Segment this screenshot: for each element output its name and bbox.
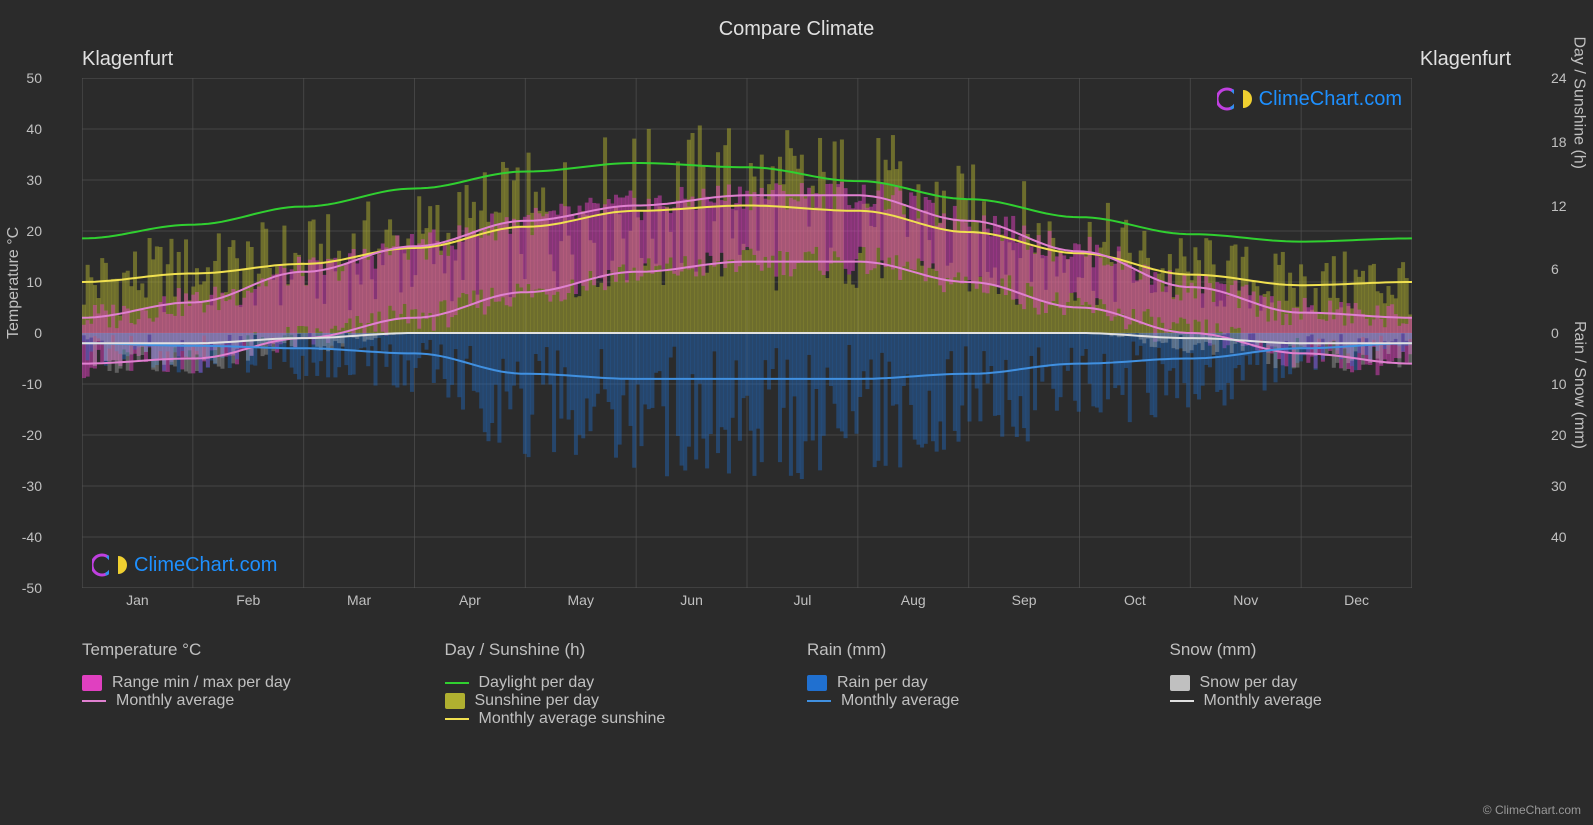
legend-label: Monthly average — [116, 692, 234, 710]
legend: Temperature °C Range min / max per dayMo… — [82, 640, 1512, 728]
chart-svg — [82, 78, 1412, 588]
watermark-bottom: ClimeChart.com — [92, 552, 277, 578]
y-tick-right: 20 — [1551, 427, 1567, 443]
legend-item: Daylight per day — [445, 674, 788, 692]
legend-line-icon — [807, 700, 831, 702]
x-tick: Jul — [793, 592, 811, 608]
y-tick-right: 6 — [1551, 261, 1559, 277]
legend-item: Monthly average — [1170, 692, 1513, 710]
legend-swatch-icon — [1170, 675, 1190, 691]
y-tick-left: -40 — [22, 529, 42, 545]
y-tick-right: 0 — [1551, 325, 1559, 341]
legend-swatch-icon — [445, 693, 465, 709]
x-tick: Dec — [1344, 592, 1369, 608]
x-tick: Mar — [347, 592, 371, 608]
y-tick-right: 18 — [1551, 134, 1567, 150]
y-tick-right: 12 — [1551, 198, 1567, 214]
legend-items: Rain per dayMonthly average — [807, 674, 1150, 710]
legend-label: Snow per day — [1200, 674, 1298, 692]
x-tick: Jun — [680, 592, 703, 608]
chart-area: ClimeChart.com ClimeChart.com — [82, 78, 1412, 588]
chart-title: Compare Climate — [0, 0, 1593, 41]
y-axis-right-bottom-label: Rain / Snow (mm) — [1570, 321, 1588, 449]
legend-col-rain: Rain (mm) Rain per dayMonthly average — [807, 640, 1150, 728]
x-tick: Nov — [1233, 592, 1258, 608]
legend-label: Rain per day — [837, 674, 928, 692]
legend-label: Range min / max per day — [112, 674, 291, 692]
climate-chart-container: Compare Climate Klagenfurt Klagenfurt Te… — [0, 0, 1593, 825]
legend-item: Rain per day — [807, 674, 1150, 692]
location-label-left: Klagenfurt — [82, 48, 173, 71]
legend-swatch-icon — [807, 675, 827, 691]
legend-item: Range min / max per day — [82, 674, 425, 692]
legend-item: Monthly average — [82, 692, 425, 710]
legend-items: Range min / max per dayMonthly average — [82, 674, 425, 710]
y-tick-right: 24 — [1551, 70, 1567, 86]
x-tick: Aug — [901, 592, 926, 608]
legend-items: Snow per dayMonthly average — [1170, 674, 1513, 710]
legend-item: Snow per day — [1170, 674, 1513, 692]
legend-label: Sunshine per day — [475, 692, 600, 710]
y-tick-left: -50 — [22, 580, 42, 596]
y-tick-left: 50 — [26, 70, 42, 86]
x-tick: Jan — [126, 592, 149, 608]
legend-col-snow: Snow (mm) Snow per dayMonthly average — [1170, 640, 1513, 728]
logo-icon — [1217, 86, 1253, 112]
y-tick-right: 10 — [1551, 376, 1567, 392]
legend-item: Monthly average sunshine — [445, 710, 788, 728]
legend-col-temperature: Temperature °C Range min / max per dayMo… — [82, 640, 425, 728]
y-tick-left: 10 — [26, 274, 42, 290]
attribution: © ClimeChart.com — [1483, 803, 1581, 817]
y-tick-right: 40 — [1551, 529, 1567, 545]
legend-items: Daylight per daySunshine per dayMonthly … — [445, 674, 788, 728]
legend-label: Monthly average sunshine — [479, 710, 666, 728]
y-axis-left-label: Temperature °C — [5, 227, 23, 339]
watermark-text: ClimeChart.com — [134, 554, 277, 577]
legend-header: Snow (mm) — [1170, 640, 1513, 660]
legend-line-icon — [445, 682, 469, 684]
y-axis-right-top-label: Day / Sunshine (h) — [1570, 36, 1588, 169]
y-tick-left: 0 — [34, 325, 42, 341]
watermark-text: ClimeChart.com — [1259, 88, 1402, 111]
legend-item: Monthly average — [807, 692, 1150, 710]
legend-line-icon — [1170, 700, 1194, 702]
legend-label: Monthly average — [1204, 692, 1322, 710]
legend-swatch-icon — [82, 675, 102, 691]
y-tick-right: 30 — [1551, 478, 1567, 494]
x-tick: Oct — [1124, 592, 1146, 608]
x-tick: Sep — [1012, 592, 1037, 608]
y-tick-left: 30 — [26, 172, 42, 188]
legend-header: Temperature °C — [82, 640, 425, 660]
y-tick-left: -10 — [22, 376, 42, 392]
legend-label: Monthly average — [841, 692, 959, 710]
legend-line-icon — [445, 718, 469, 720]
x-tick: Feb — [236, 592, 260, 608]
y-tick-left: 20 — [26, 223, 42, 239]
legend-header: Rain (mm) — [807, 640, 1150, 660]
legend-header: Day / Sunshine (h) — [445, 640, 788, 660]
y-tick-left: 40 — [26, 121, 42, 137]
y-tick-left: -30 — [22, 478, 42, 494]
watermark-top: ClimeChart.com — [1217, 86, 1402, 112]
logo-icon — [92, 552, 128, 578]
legend-item: Sunshine per day — [445, 692, 788, 710]
location-label-right: Klagenfurt — [1420, 48, 1511, 71]
x-tick: May — [568, 592, 594, 608]
x-tick: Apr — [459, 592, 481, 608]
legend-label: Daylight per day — [479, 674, 595, 692]
x-axis: Jan Feb Mar Apr May Jun Jul Aug Sep Oct Nov Dec — [82, 592, 1412, 612]
legend-line-icon — [82, 700, 106, 702]
y-tick-left: -20 — [22, 427, 42, 443]
legend-col-sunshine: Day / Sunshine (h) Daylight per daySunsh… — [445, 640, 788, 728]
